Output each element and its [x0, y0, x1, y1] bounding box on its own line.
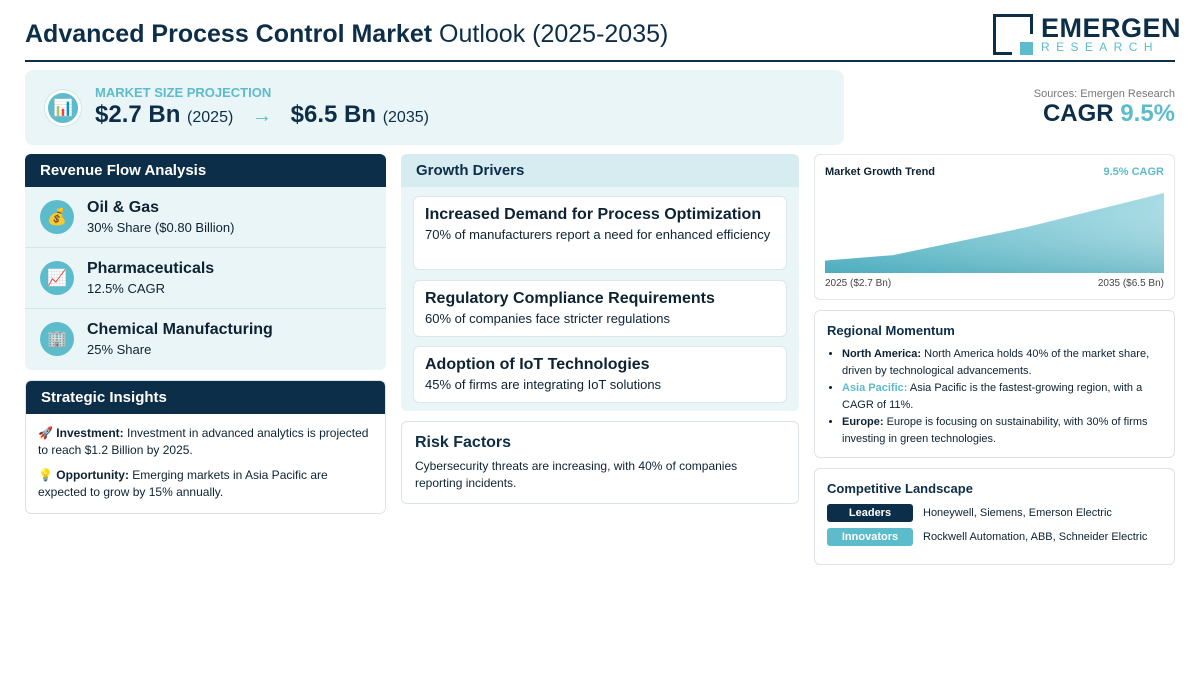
trend-title: Market Growth Trend — [825, 166, 936, 178]
region-name: Asia Pacific: — [842, 382, 908, 394]
growth-drivers-title: Growth Drivers — [401, 154, 799, 187]
growth-drivers-panel: Growth Drivers Increased Demand for Proc… — [401, 154, 799, 411]
revenue-item: 💰 Oil & Gas 30% Share ($0.80 Billion) — [25, 187, 386, 248]
trend-up-icon: 📈 — [40, 261, 74, 295]
projection-label: MARKET SIZE PROJECTION — [95, 85, 272, 100]
projection-end-year: (2035) — [382, 109, 429, 126]
insight-item: 🚀 Investment: Investment in advanced ana… — [38, 425, 373, 459]
logo-mark-icon — [993, 14, 1033, 55]
region-name: North America: — [842, 348, 922, 360]
driver-title: Adoption of IoT Technologies — [425, 356, 650, 373]
strategic-insights-title: Strategic Insights — [26, 381, 385, 414]
page-title: Advanced Process Control Market Outlook … — [25, 20, 668, 49]
competitive-landscape-panel: Competitive Landscape Leaders Honeywell,… — [814, 468, 1175, 565]
lightbulb-icon: 💡 — [38, 468, 53, 482]
cagr-value: 9.5% — [1120, 100, 1175, 127]
projection-start-value: $2.7 Bn — [95, 101, 181, 128]
region-text: Europe is focusing on sustainability, wi… — [842, 416, 1148, 445]
competitor-row: Innovators Rockwell Automation, ABB, Sch… — [827, 528, 1162, 546]
cagr-label: CAGR — [1042, 100, 1114, 127]
competitive-landscape-title: Competitive Landscape — [827, 481, 973, 496]
logo-sub: RESEARCH — [1041, 40, 1159, 54]
revenue-item: 🏢 Chemical Manufacturing 25% Share — [25, 309, 386, 370]
revenue-item-detail: 12.5% CAGR — [87, 281, 166, 296]
region-text: Asia Pacific is the fastest-growing regi… — [842, 382, 1143, 411]
revenue-flow-panel: Revenue Flow Analysis 💰 Oil & Gas 30% Sh… — [25, 154, 386, 370]
competitor-names: Honeywell, Siemens, Emerson Electric — [923, 507, 1112, 519]
sources-text: Sources: Emergen Research — [1033, 88, 1175, 100]
regional-momentum-panel: Regional Momentum North America: North A… — [814, 310, 1175, 458]
revenue-item-name: Chemical Manufacturing — [87, 321, 273, 338]
projection-values: $2.7 Bn (2025) → $6.5 Bn (2035) — [95, 101, 429, 129]
insight-text: Emerging markets in Asia Pacific are exp… — [38, 468, 328, 499]
insight-text: Investment in advanced analytics is proj… — [38, 426, 369, 457]
risk-factors-title: Risk Factors — [415, 434, 512, 451]
regional-list: North America: North America holds 40% o… — [827, 346, 1162, 448]
innovators-badge: Innovators — [827, 528, 913, 546]
trend-start-label: 2025 ($2.7 Bn) — [825, 278, 892, 289]
leaders-badge: Leaders — [827, 504, 913, 522]
revenue-item-detail: 25% Share — [87, 342, 152, 357]
strategic-insights-panel: Strategic Insights 🚀 Investment: Investm… — [25, 380, 386, 514]
driver-card: Increased Demand for Process Optimizatio… — [413, 196, 787, 270]
revenue-flow-title: Revenue Flow Analysis — [25, 154, 386, 187]
projection-start-year: (2025) — [187, 109, 234, 126]
trend-cagr: 9.5% CAGR — [1103, 166, 1164, 178]
cagr-summary: CAGR 9.5% — [1043, 100, 1175, 128]
title-bold: Advanced Process Control Market — [25, 20, 433, 48]
insight-label: Investment: — [56, 426, 124, 440]
driver-card: Adoption of IoT Technologies 45% of firm… — [413, 346, 787, 403]
driver-desc: 70% of manufacturers report a need for e… — [425, 227, 771, 242]
risk-factors-desc: Cybersecurity threats are increasing, wi… — [415, 459, 738, 490]
market-growth-trend-panel: Market Growth Trend 9.5% CAGR 2025 ($2.7… — [814, 154, 1175, 300]
insight-label: Opportunity: — [56, 468, 129, 482]
revenue-item-detail: 30% Share ($0.80 Billion) — [87, 220, 235, 235]
list-item: North America: North America holds 40% o… — [842, 346, 1162, 380]
competitor-row: Leaders Honeywell, Siemens, Emerson Elec… — [827, 504, 1162, 522]
insight-item: 💡 Opportunity: Emerging markets in Asia … — [38, 467, 373, 501]
emergen-logo: EMERGEN RESEARCH — [993, 14, 1181, 56]
risk-factors-panel: Risk Factors Cybersecurity threats are i… — [401, 421, 799, 504]
revenue-item-name: Pharmaceuticals — [87, 260, 215, 277]
growth-area-chart — [825, 193, 1164, 273]
money-bag-icon: 💰 — [40, 200, 74, 234]
region-text: North America holds 40% of the market sh… — [842, 348, 1150, 377]
rocket-icon: 🚀 — [38, 426, 53, 440]
competitor-names: Rockwell Automation, ABB, Schneider Elec… — [923, 531, 1148, 543]
driver-title: Increased Demand for Process Optimizatio… — [425, 206, 762, 223]
list-item: Europe: Europe is focusing on sustainabi… — [842, 414, 1162, 448]
page-header: Advanced Process Control Market Outlook … — [25, 10, 1181, 62]
growth-area-shade — [825, 193, 1164, 273]
building-icon: 🏢 — [40, 322, 74, 356]
market-size-projection: 📊 MARKET SIZE PROJECTION $2.7 Bn (2025) … — [25, 70, 844, 145]
logo-word: EMERGEN — [1041, 13, 1182, 43]
bar-chart-icon: 📊 — [45, 90, 81, 126]
revenue-item: 📈 Pharmaceuticals 12.5% CAGR — [25, 248, 386, 309]
driver-desc: 45% of firms are integrating IoT solutio… — [425, 377, 662, 392]
driver-desc: 60% of companies face stricter regulatio… — [425, 311, 670, 326]
list-item: Asia Pacific: Asia Pacific is the fastes… — [842, 380, 1162, 414]
driver-card: Regulatory Compliance Requirements 60% o… — [413, 280, 787, 337]
driver-title: Regulatory Compliance Requirements — [425, 290, 715, 307]
region-name: Europe: — [842, 416, 884, 428]
title-light: Outlook (2025-2035) — [439, 20, 669, 48]
trend-end-label: 2035 ($6.5 Bn) — [1097, 278, 1164, 289]
projection-end-value: $6.5 Bn — [290, 101, 377, 128]
regional-momentum-title: Regional Momentum — [827, 323, 955, 338]
revenue-item-name: Oil & Gas — [87, 199, 160, 216]
arrow-right-icon: → — [251, 105, 272, 127]
